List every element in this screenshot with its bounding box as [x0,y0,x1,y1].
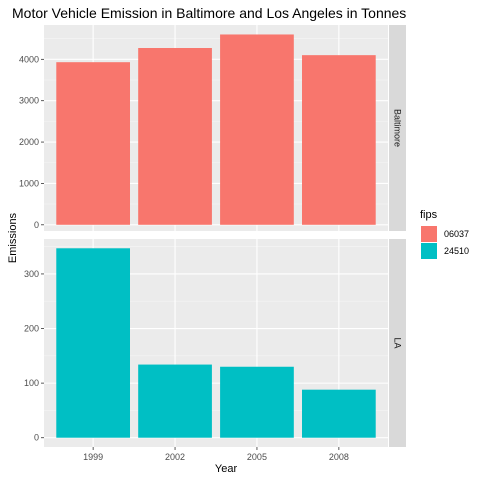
x-axis-label: Year [215,463,238,475]
bar-baltimore-2008 [302,55,376,225]
x-tick-label: 1999 [83,452,103,462]
facet-strip-label: LA [393,337,403,348]
y-tick-label: 1000 [19,178,39,188]
facet-strip [389,25,406,231]
bar-baltimore-2002 [138,47,212,225]
legend-key [421,226,437,242]
bar-baltimore-1999 [56,62,130,225]
legend-label: 06037 [444,229,469,239]
bar-la-2008 [302,389,376,438]
y-tick-label: 0 [34,433,39,443]
chart-title: Motor Vehicle Emission in Baltimore and … [12,5,406,21]
y-tick-label: 300 [24,269,39,279]
legend-title: fips [420,209,438,221]
legend-key [421,243,437,259]
x-tick-label: 2008 [329,452,349,462]
bar-la-2005 [220,366,294,438]
y-tick-label: 4000 [19,54,39,64]
panel-baltimore: 0 1000 2000 3000 4000 Baltimore [19,25,406,231]
y-tick-label: 100 [24,378,39,388]
facet-strip-label: Baltimore [393,109,403,147]
x-tick-label: 2002 [165,452,185,462]
panels: 0 1000 2000 3000 4000 Baltimore 0 100 200 300 LA 19… [19,25,406,462]
legend-label: 24510 [444,246,469,256]
y-axis-label: Emissions [7,212,19,263]
y-tick-label: 3000 [19,96,39,106]
facet-strip [389,239,406,447]
y-tick-label: 0 [34,220,39,230]
bar-la-2002 [138,364,212,438]
legend: fips 06037 24510 [420,209,469,259]
bar-la-1999 [56,248,130,438]
y-tick-label: 200 [24,324,39,334]
bar-baltimore-2005 [220,34,294,225]
y-tick-label: 2000 [19,137,39,147]
panel-la: 0 100 200 300 LA 1999 2002 2005 2008 [24,239,406,462]
x-tick-label: 2005 [247,452,267,462]
